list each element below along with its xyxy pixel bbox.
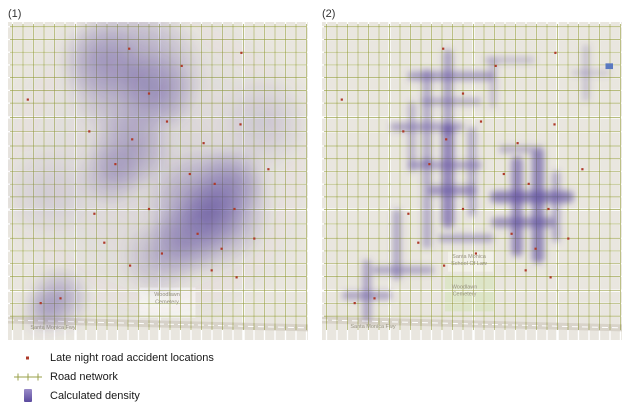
panel-label-2: (2): [322, 8, 336, 20]
accident-dot-icon: [26, 356, 29, 359]
panel-label-1: (1): [8, 8, 22, 20]
legend-label-accidents: Late night road accident locations: [50, 351, 214, 364]
legend: Late night road accident locations Road …: [12, 348, 627, 405]
legend-label-density: Calculated density: [50, 389, 140, 402]
maps-row: (1) Woodlawn Cemetery Santa Monica Fwy (2)…: [8, 8, 627, 340]
legend-label-road-network: Road network: [50, 370, 118, 383]
map-panel-2: (2) Santa Monica School Of Law Woodlawn Cem…: [322, 8, 622, 340]
svg-text:Santa Monica Fwy: Santa Monica Fwy: [350, 324, 395, 330]
legend-item-road-network: Road network: [12, 367, 627, 386]
svg-text:Cemetery: Cemetery: [453, 291, 477, 297]
svg-text:School Of Law: School Of Law: [451, 261, 487, 267]
density-swatch-icon: [24, 388, 32, 402]
road-network-icon: [14, 373, 42, 380]
legend-item-accidents: Late night road accident locations: [12, 348, 627, 367]
legend-item-density: Calculated density: [12, 386, 627, 405]
map-panel-1: (1) Woodlawn Cemetery Santa Monica Fwy: [8, 8, 308, 340]
svg-text:Woodlawn: Woodlawn: [452, 284, 478, 290]
svg-text:Santa Monica: Santa Monica: [452, 254, 487, 260]
